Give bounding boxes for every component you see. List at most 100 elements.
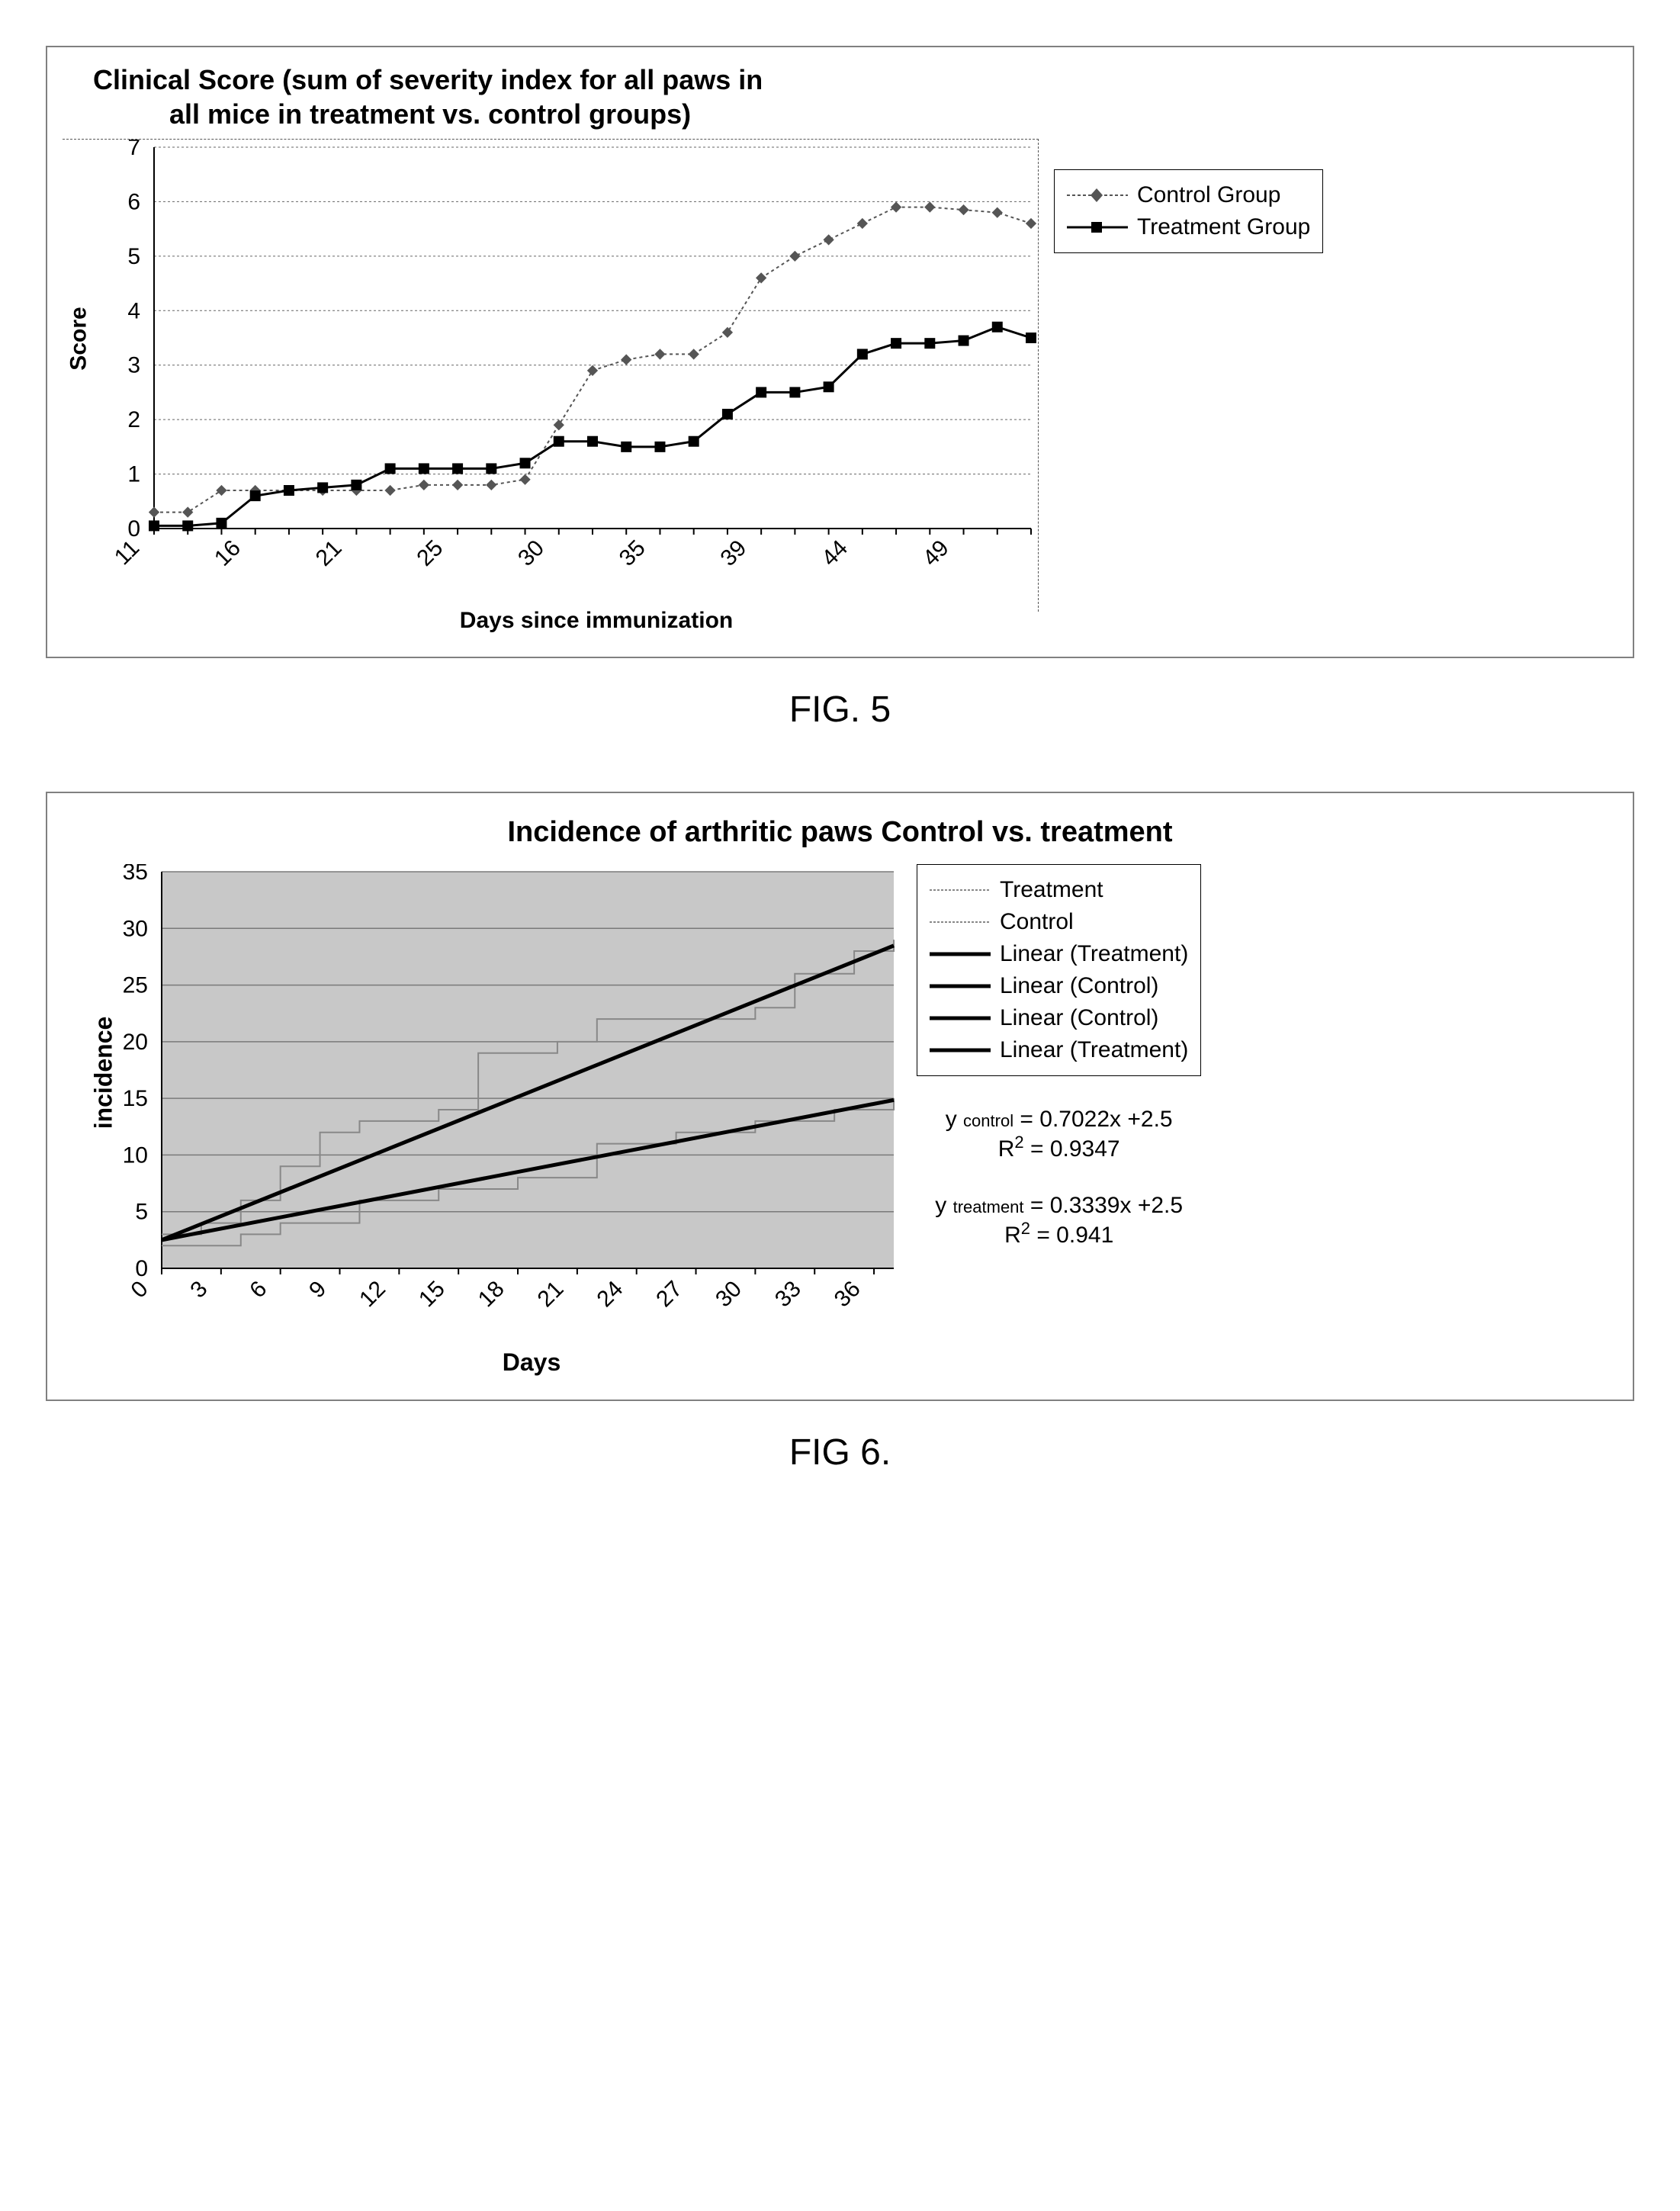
fig5-caption: FIG. 5 [46,689,1634,731]
fig5-marker-diamond [1026,218,1036,229]
fig6-legend-label: Treatment [1000,877,1103,903]
fig5-marker-square [149,520,159,531]
fig5-xtick-label: 39 [715,535,751,571]
fig6-plot-area: 051015202530350369121518212427303336 [63,864,901,1352]
fig5-marker-diamond [216,485,226,496]
fig6-xtick-label: 9 [304,1276,331,1303]
fig6-legend-item: Linear (Treatment) [930,938,1188,970]
fig5-marker-diamond [149,506,159,517]
fig5-ytick-label: 3 [127,353,140,378]
fig5-marker-diamond [756,272,766,283]
fig5-marker-diamond [452,480,463,490]
fig5-marker-square [554,436,564,447]
fig6-plot-bg [162,872,894,1268]
fig6-eq-treatment: y treatment = 0.3339x +2.5 R2 = 0.941 [917,1193,1201,1249]
fig5-legend-swatch [1067,217,1128,238]
fig5-legend: Control Group Treatment Group [1054,139,1323,253]
fig5-marker-diamond [789,251,800,262]
fig5-marker-square [689,436,699,447]
fig5-marker-square [452,463,463,474]
fig5-marker-square [182,520,193,531]
fig6-legend-item: Linear (Control) [930,1002,1188,1034]
fig6-xtick-label: 3 [185,1276,212,1303]
fig5-legend-label: Control Group [1137,182,1280,208]
fig5-marker-square [1026,333,1036,343]
fig5-marker-square [722,409,733,419]
fig6-eq-control: y control = 0.7022x +2.5 R2 = 0.9347 [917,1107,1201,1162]
fig6-r2-treatment: R2 = 0.941 [917,1219,1201,1249]
fig5-plot-column: 01234567111621253035394449 Score Days si… [63,139,1039,634]
figure-5-container: Clinical Score (sum of severity index fo… [46,46,1634,658]
fig5-marker-diamond [924,201,935,212]
fig6-legend-swatch [930,879,991,901]
fig5-marker-square [621,442,631,452]
fig6-caption: FIG 6. [46,1432,1634,1473]
fig5-xtick-label: 16 [210,535,246,571]
fig5-xtick-label: 49 [918,535,954,571]
fig5-ylabel: Score [66,307,92,370]
fig5-legend-box: Control Group Treatment Group [1054,169,1323,253]
fig5-xtick-label: 21 [311,535,347,571]
fig6-legend-item: Linear (Treatment) [930,1034,1188,1066]
fig6-svg: 051015202530350369121518212427303336 [63,864,901,1352]
fig5-marker-diamond [621,354,631,365]
fig6-xtick-label: 27 [651,1276,687,1312]
fig6-ytick-label: 20 [123,1030,148,1055]
fig5-ytick-label: 4 [127,298,140,323]
fig5-title-line1: Clinical Score (sum of severity index fo… [93,64,763,95]
fig5-ytick-label: 2 [127,407,140,432]
fig5-series-line [154,327,1031,526]
fig6-legend-swatch [930,975,991,997]
fig6-xtick-label: 6 [245,1276,271,1303]
fig5-marker-square [756,387,766,397]
fig6-xtick-label: 15 [414,1276,450,1312]
fig5-marker-diamond [554,419,564,430]
fig5-marker-diamond [519,474,530,485]
fig5-marker-diamond [654,349,665,359]
fig6-legend-box: Treatment Control Linear (Treatment) Lin… [917,864,1201,1076]
fig5-legend-swatch [1067,185,1128,206]
fig5-marker-square [789,387,800,397]
fig5-marker-square [216,518,226,529]
fig5-marker-diamond [689,349,699,359]
fig5-legend-item: Treatment Group [1067,211,1310,243]
fig5-marker-square [654,442,665,452]
fig5-ytick-label: 1 [127,462,140,487]
fig6-xtick-label: 21 [533,1276,569,1312]
fig5-legend-label: Treatment Group [1137,214,1310,240]
fig5-marker-square [351,480,361,490]
fig6-legend-label: Linear (Treatment) [1000,941,1188,967]
fig5-xtick-label: 30 [513,535,549,571]
fig6-ytick-label: 25 [123,973,148,998]
fig5-marker-diamond [958,204,968,215]
fig6-legend-swatch [930,1040,991,1061]
fig6-legend-label: Linear (Control) [1000,973,1158,999]
fig5-ytick-label: 6 [127,189,140,214]
fig5-marker-square [486,463,496,474]
fig6-legend-swatch [930,911,991,933]
fig5-marker-diamond [419,480,429,490]
fig5-marker-square [824,381,834,392]
fig5-marker-square [385,463,396,474]
fig6-legend-swatch [930,1007,991,1029]
fig6-ytick-label: 0 [135,1256,148,1281]
fig6-xtick-label: 18 [474,1276,509,1312]
fig5-ytick-label: 7 [127,140,140,160]
fig6-legend-item: Control [930,906,1188,938]
fig5-marker-square [520,458,531,468]
fig6-legend-label: Control [1000,909,1074,935]
fig6-xtick-label: 30 [711,1276,747,1312]
fig6-xlabel: Days [63,1348,901,1377]
fig6-eq-control-line: y control = 0.7022x +2.5 [917,1107,1201,1133]
fig5-marker-diamond [182,506,193,517]
fig6-xtick-label: 12 [355,1276,390,1312]
fig5-series-line [154,207,1031,513]
fig5-marker-square [992,322,1003,333]
fig5-marker-diamond [384,485,395,496]
fig5-marker-square [959,336,969,346]
fig5-marker-diamond [857,218,868,229]
fig5-marker-diamond [823,234,834,245]
fig5-legend-item: Control Group [1067,179,1310,211]
fig5-marker-diamond [891,201,901,212]
fig6-xtick-label: 33 [770,1276,806,1312]
